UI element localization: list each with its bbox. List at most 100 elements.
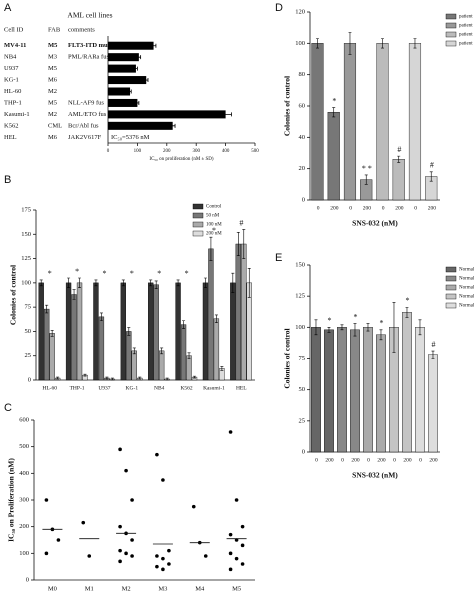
fab: M6 [48, 134, 58, 141]
y-axis-label: Colonies of control [283, 328, 292, 388]
bar [98, 316, 105, 381]
panel-label: E [275, 252, 282, 264]
error-bar [431, 350, 435, 359]
legend-swatch [445, 302, 457, 309]
x-tick-label: 400 [222, 149, 230, 154]
significance-marker: * * [362, 164, 372, 173]
bar [415, 327, 425, 453]
error-bar [45, 304, 49, 314]
error-bar [56, 376, 60, 380]
fab: M5 [48, 65, 57, 72]
significance-marker: # [239, 218, 243, 227]
cell-id: HL-60 [4, 88, 21, 95]
significance-marker: * [328, 316, 332, 325]
x-tick-label: K562 [180, 385, 192, 391]
cell-id: NB4 [4, 54, 17, 61]
error-bar [327, 327, 331, 333]
error-bar [247, 267, 251, 298]
y-tick-label: 50 [299, 386, 306, 393]
point [228, 567, 233, 572]
bar [108, 110, 226, 119]
y-tick-label: 40 [299, 134, 306, 141]
legend-label: patient 1 [459, 15, 474, 20]
point [155, 564, 159, 569]
x-tick-label: 0 [349, 205, 352, 211]
legend-swatch [445, 284, 457, 291]
bar [213, 318, 220, 381]
error-bar [170, 123, 176, 128]
point [240, 524, 245, 529]
significance-marker: * [380, 319, 384, 328]
error-bar [149, 279, 153, 287]
error-bar [176, 279, 180, 287]
bar [108, 98, 138, 107]
point [203, 554, 208, 558]
y-axis-label: IC₅₀ on Proliferation (nM) [7, 458, 16, 542]
error-bar [209, 236, 213, 261]
bar [208, 248, 214, 381]
y-axis-label: Colonies of control [9, 265, 18, 325]
significance-marker: * [406, 296, 410, 305]
bar [408, 43, 422, 201]
bar [350, 329, 360, 453]
panel-label: A [4, 2, 12, 14]
cell-id: K562 [4, 122, 18, 129]
significance-marker: # [432, 340, 436, 349]
x-axis-label: IC₅₀ on proliferation (nM ± SD) [149, 157, 213, 162]
legend-label: Normal 5 [459, 304, 474, 309]
cell-id: KG-1 [4, 77, 19, 84]
comment: FLT3-ITD mutation [68, 42, 124, 49]
x-tick-label: 200 [403, 457, 412, 463]
error-bar [413, 38, 417, 49]
error-bar [39, 279, 43, 287]
point [118, 548, 122, 553]
column-header: Cell ID [4, 26, 24, 33]
point [161, 567, 165, 572]
point [130, 498, 134, 502]
y-tick-label: 50 [25, 328, 32, 335]
y-tick-label: 150 [295, 261, 305, 268]
error-bar [160, 347, 164, 355]
y-tick-label: 0 [28, 376, 31, 383]
legend-swatch [445, 31, 457, 38]
x-tick-label: NB4 [154, 385, 165, 391]
legend-swatch [445, 293, 457, 300]
x-tick-label: 200 [428, 205, 437, 211]
error-bar [203, 277, 207, 289]
y-tick-label: 0 [302, 196, 305, 203]
annotation: IC₅₀=5376 nM [111, 134, 150, 141]
legend-label: patient 3 [459, 33, 474, 38]
point [167, 562, 171, 566]
x-tick-label: 300 [192, 149, 200, 154]
error-bar [193, 375, 197, 379]
panel-label: B [4, 174, 11, 186]
significance-marker: * [75, 267, 79, 276]
error-bar [380, 38, 384, 49]
significance-marker: # [397, 145, 401, 154]
bar [108, 76, 147, 85]
y-tick-label: 120 [295, 8, 305, 15]
y-tick-label: 500 [19, 443, 29, 450]
bar [126, 331, 132, 381]
error-bar [105, 376, 109, 380]
bar [337, 327, 347, 453]
error-bar [332, 107, 336, 118]
error-bar [397, 155, 401, 163]
legend-swatch [445, 40, 457, 47]
x-tick-label: HEL [236, 385, 247, 391]
bar [175, 282, 181, 381]
bar [241, 243, 247, 381]
point [161, 478, 165, 482]
legend-swatch [192, 221, 204, 228]
bar [108, 53, 139, 62]
significance-marker: * [48, 269, 52, 278]
bar [131, 350, 137, 381]
x-tick-label: 200 [330, 205, 339, 211]
legend-label: Normal 3 [459, 286, 474, 291]
bar [327, 112, 340, 201]
x-tick-label: KG-1 [126, 385, 139, 391]
error-bar [187, 352, 191, 359]
fab: M5 [48, 99, 57, 106]
point [56, 538, 61, 542]
